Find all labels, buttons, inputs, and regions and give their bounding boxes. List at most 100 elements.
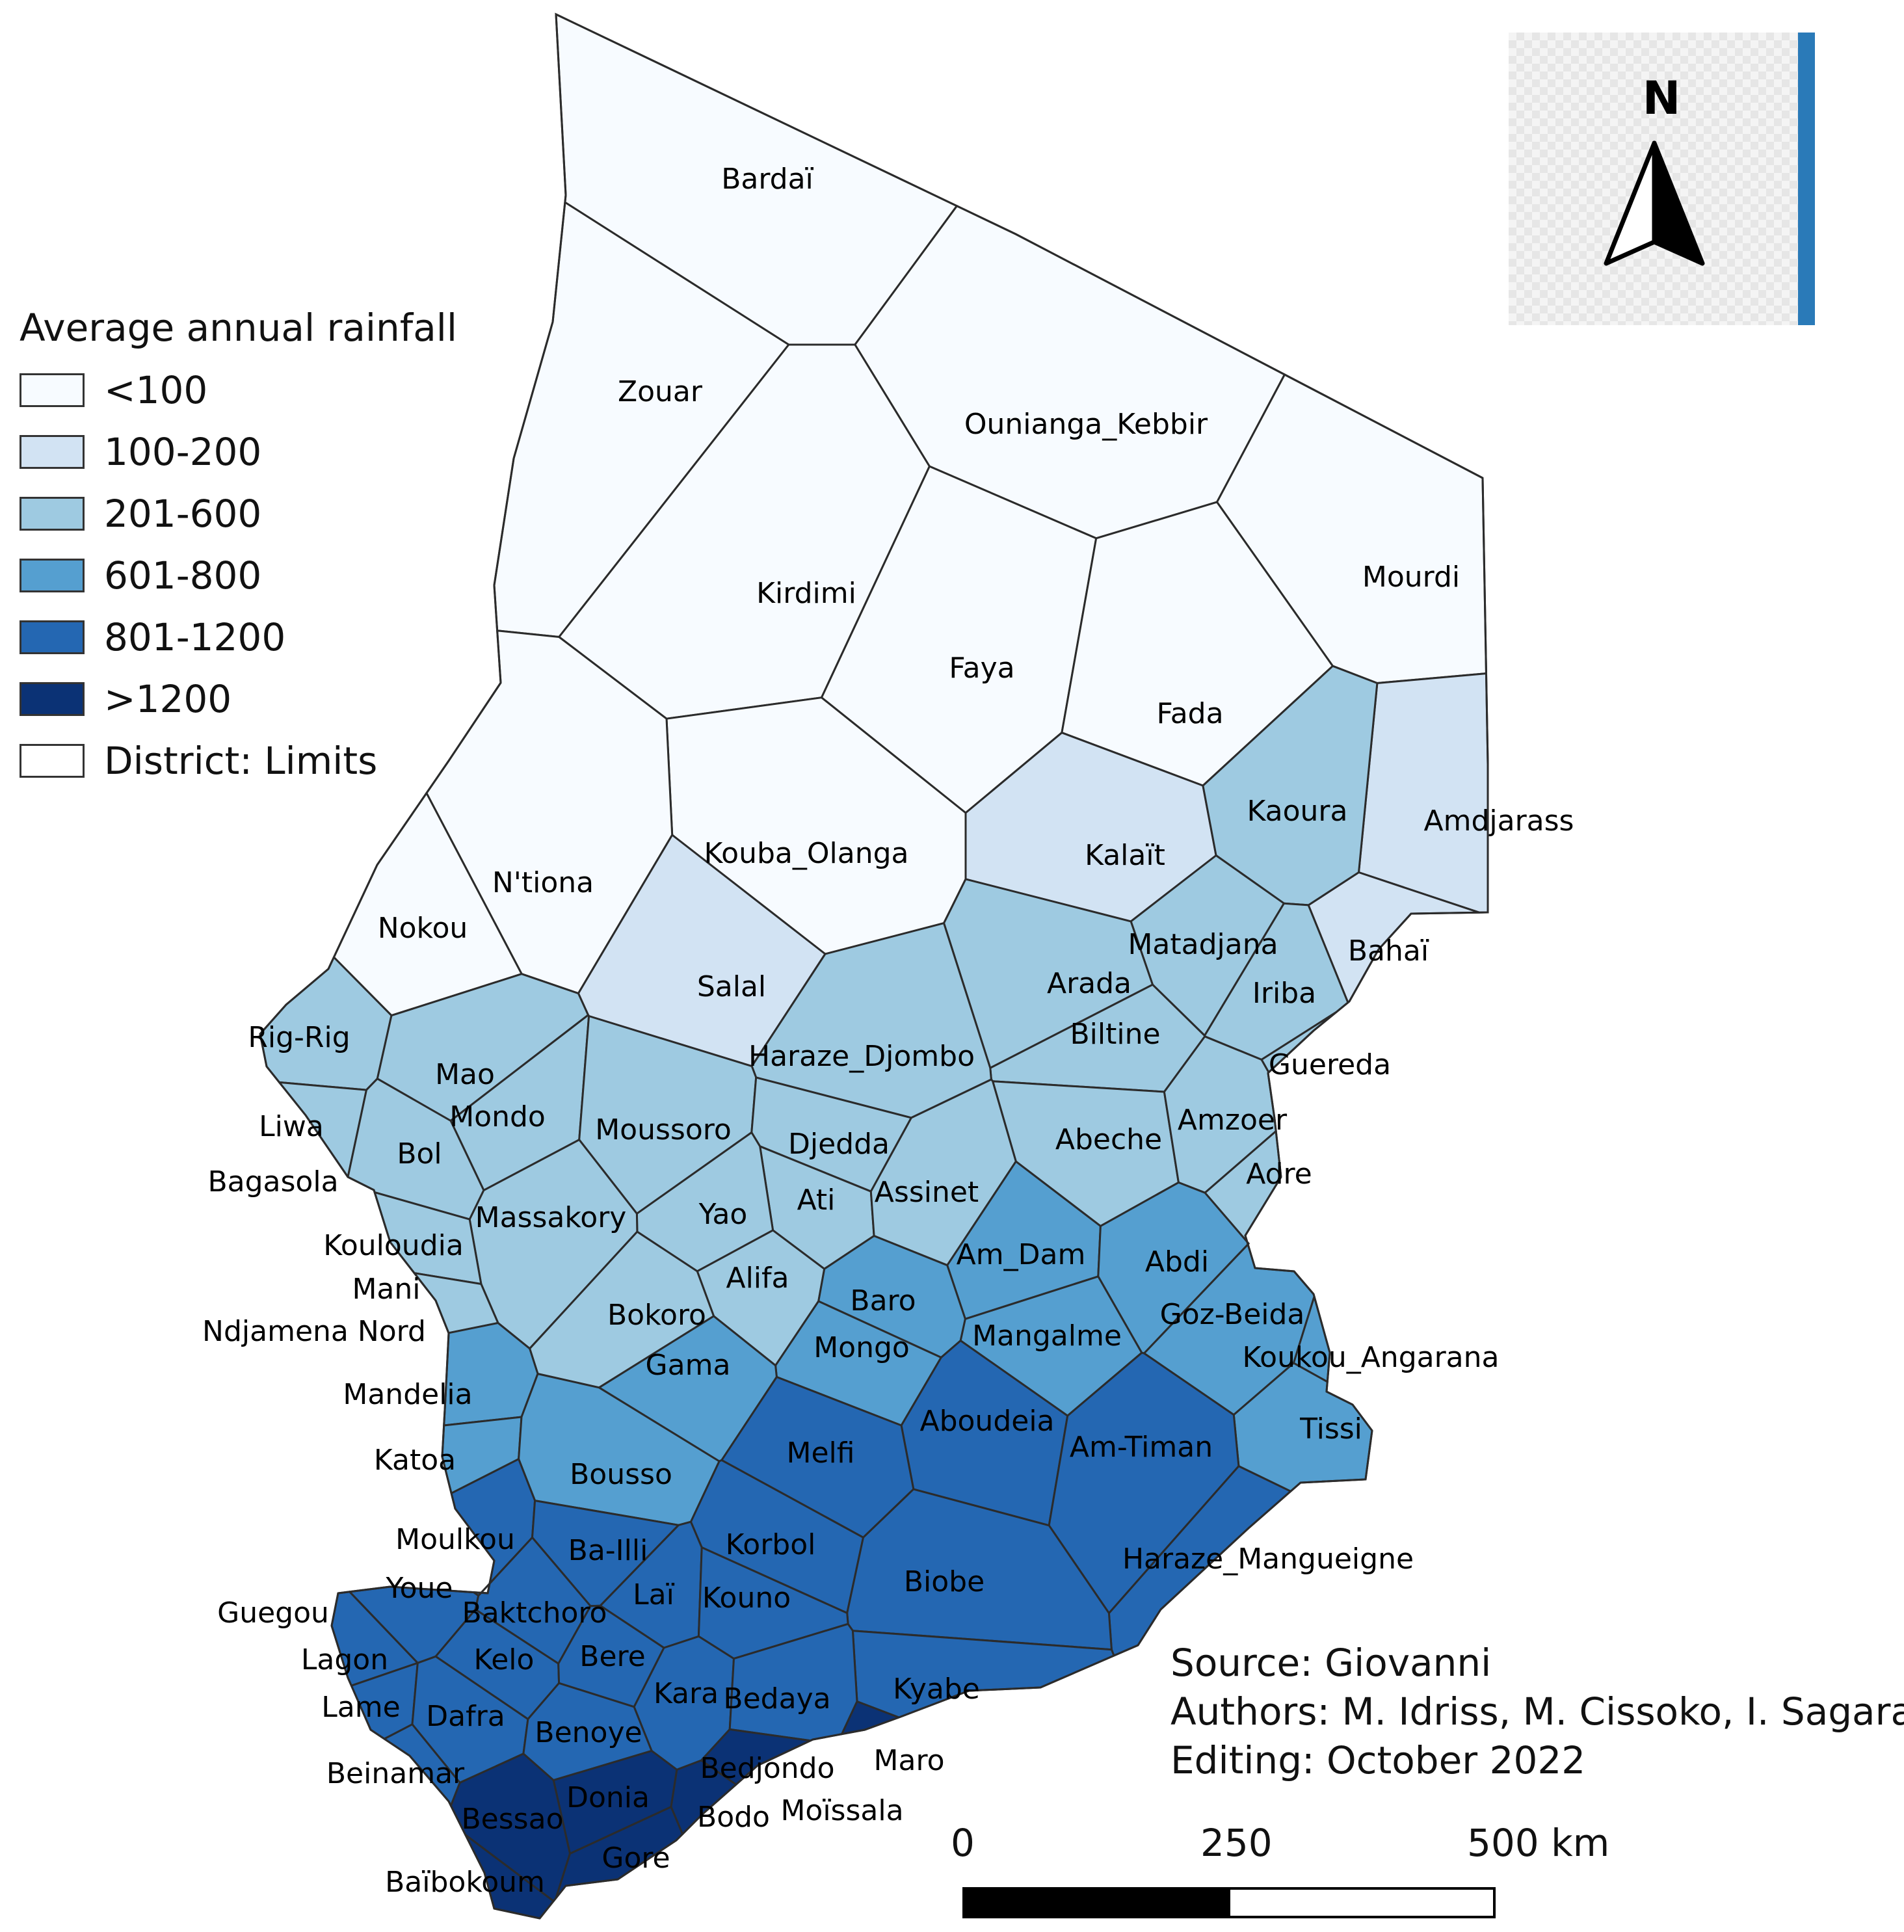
- north-arrow-side-strip: [1798, 33, 1815, 325]
- legend-title: Average annual rainfall: [20, 306, 457, 350]
- legend-label: 100-200: [104, 429, 262, 474]
- district-label: Bagasola: [207, 1165, 338, 1198]
- district-label: Lagon: [301, 1643, 388, 1676]
- district-label: Koukou_Angarana: [1243, 1341, 1500, 1374]
- district-label: Kyabe: [893, 1673, 980, 1706]
- map-legend: Average annual rainfall <100 100-200 201-6…: [20, 306, 457, 791]
- legend-label: <100: [104, 367, 208, 412]
- district-label: Amdjarass: [1424, 804, 1574, 838]
- district-label: Kouloudia: [323, 1229, 464, 1262]
- legend-classes: <100 100-200 201-600 601-800 801-1200 >1200: [20, 359, 457, 730]
- district-label: Bere: [579, 1640, 645, 1673]
- district-label: Dafra: [426, 1700, 505, 1733]
- district-label: Kelo: [474, 1643, 535, 1676]
- scale-label-250: 250: [1200, 1821, 1273, 1865]
- district-label: Bardaï: [721, 163, 813, 196]
- district-label: Melfi: [787, 1436, 855, 1470]
- district-label: Ati: [797, 1184, 836, 1217]
- district-label: Mani: [352, 1273, 420, 1306]
- legend-swatch: [20, 373, 85, 407]
- district-label: Baïbokoum: [385, 1866, 545, 1899]
- district-label: Lame: [321, 1691, 400, 1724]
- district-label: Abeche: [1055, 1123, 1162, 1156]
- district-label: Katoa: [374, 1444, 456, 1477]
- district-polygons: [259, 12, 1489, 1920]
- legend-swatch-district-limits: [20, 743, 85, 778]
- district-label: Baro: [850, 1284, 916, 1317]
- district-label: Gore: [602, 1842, 670, 1875]
- legend-label: 801-1200: [104, 615, 286, 659]
- legend-row: 100-200: [20, 421, 457, 483]
- scale-bar-graphic: [962, 1887, 1496, 1918]
- district-label: Moïssala: [780, 1794, 903, 1827]
- district-label: Fada: [1156, 697, 1223, 730]
- legend-row: 601-800: [20, 544, 457, 606]
- district-label: Biltine: [1070, 1018, 1160, 1051]
- district-label: Bol: [397, 1137, 442, 1171]
- legend-label: 601-800: [104, 553, 262, 598]
- district-label: Mao: [435, 1058, 495, 1091]
- district-label: Ba-Illi: [568, 1534, 648, 1567]
- district-label: Laï: [633, 1578, 674, 1611]
- district-label: Moulkou: [395, 1523, 515, 1556]
- legend-row: <100: [20, 359, 457, 421]
- district-label: Korbol: [726, 1528, 816, 1561]
- district-label: Nokou: [378, 912, 468, 945]
- district-label: Djedda: [788, 1128, 890, 1161]
- legend-label: >1200: [104, 676, 232, 721]
- district-label: Youe: [386, 1572, 453, 1605]
- district-label: Mondo: [449, 1100, 546, 1133]
- district-label: Bodo: [697, 1801, 770, 1834]
- district-label: Arada: [1047, 967, 1131, 1000]
- district-label: Gama: [646, 1349, 731, 1382]
- district-label: Kouba_Olanga: [704, 837, 909, 870]
- district-label: Salal: [697, 970, 766, 1003]
- district-label: Bousso: [570, 1458, 672, 1491]
- map-credits: Source: Giovanni Authors: M. Idriss, M. …: [1170, 1639, 1904, 1785]
- district-label: Bokoro: [607, 1299, 706, 1332]
- legend-swatch: [20, 434, 85, 469]
- district-label: Benoye: [535, 1716, 642, 1749]
- north-arrow-icon: [1604, 140, 1705, 266]
- district-label: Tissi: [1299, 1412, 1362, 1446]
- north-letter: N: [1642, 72, 1681, 125]
- district-label: Rig-Rig: [248, 1021, 350, 1054]
- district-label: Faya: [949, 652, 1014, 685]
- district-label: N'tiona: [492, 866, 594, 899]
- district-label: Iriba: [1252, 977, 1316, 1010]
- district-polygon: [869, 1078, 1017, 1267]
- district-label: Bedjondo: [700, 1752, 834, 1785]
- district-label: Amzoer: [1178, 1104, 1288, 1137]
- scale-label-0: 0: [951, 1821, 975, 1865]
- district-label: Maro: [874, 1744, 945, 1777]
- legend-label: 201-600: [104, 491, 262, 536]
- district-label: Mongo: [813, 1331, 910, 1364]
- legend-row: 201-600: [20, 483, 457, 544]
- district-label: Moussoro: [595, 1113, 732, 1146]
- legend-row: 801-1200: [20, 606, 457, 668]
- legend-swatch: [20, 496, 85, 531]
- legend-swatch: [20, 558, 85, 592]
- district-label: Bahaï: [1348, 934, 1429, 968]
- district-label: Assinet: [875, 1176, 979, 1209]
- north-arrow-panel: N: [1509, 33, 1814, 325]
- scale-label-500km: 500 km: [1467, 1821, 1610, 1865]
- district-label: Kouno: [702, 1581, 791, 1615]
- credit-source: Source: Giovanni: [1170, 1641, 1492, 1685]
- legend-swatch: [20, 620, 85, 654]
- district-label: Haraze_Djombo: [748, 1040, 975, 1073]
- district-label: Kalaït: [1085, 839, 1165, 872]
- credit-authors: Authors: M. Idriss, M. Cissoko, I. Sagar…: [1170, 1689, 1904, 1734]
- district-label: Beinamar: [326, 1757, 465, 1790]
- district-label: Bedaya: [723, 1682, 830, 1715]
- district-label: Matadjana: [1128, 928, 1278, 961]
- district-label: Massakory: [475, 1201, 627, 1234]
- district-label: Am_Dam: [957, 1238, 1086, 1271]
- district-label: Alifa: [726, 1262, 789, 1295]
- district-label: Guegou: [217, 1596, 329, 1630]
- district-label: Ndjamena Nord: [202, 1315, 426, 1348]
- legend-label-district-limits: District: Limits: [104, 738, 378, 783]
- district-label: Haraze_Mangueigne: [1122, 1542, 1414, 1576]
- credit-editing: Editing: October 2022: [1170, 1738, 1586, 1782]
- district-label: Zouar: [618, 375, 703, 408]
